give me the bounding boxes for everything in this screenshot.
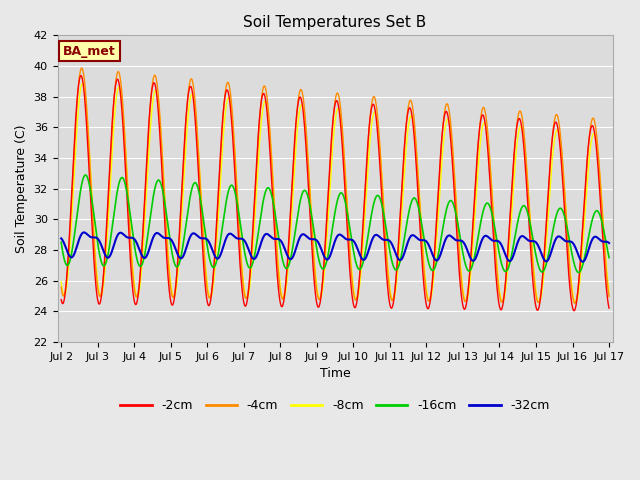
-2cm bbox=[273, 262, 280, 268]
-4cm bbox=[509, 161, 517, 167]
-4cm bbox=[420, 259, 428, 265]
-2cm bbox=[77, 72, 85, 78]
-2cm bbox=[179, 171, 186, 177]
-32cm bbox=[273, 236, 280, 242]
Line: -16cm: -16cm bbox=[61, 175, 609, 273]
-8cm bbox=[605, 289, 613, 295]
-4cm bbox=[286, 225, 294, 230]
-2cm bbox=[509, 158, 517, 164]
Line: -8cm: -8cm bbox=[61, 84, 609, 303]
-4cm bbox=[605, 294, 613, 300]
-16cm bbox=[557, 205, 564, 211]
-2cm bbox=[570, 308, 578, 313]
-2cm bbox=[58, 297, 65, 302]
-8cm bbox=[557, 142, 564, 148]
-8cm bbox=[420, 252, 428, 258]
Line: -2cm: -2cm bbox=[61, 75, 609, 311]
-4cm bbox=[58, 284, 65, 290]
-16cm bbox=[58, 240, 65, 245]
-32cm bbox=[557, 234, 564, 240]
-8cm bbox=[273, 235, 280, 241]
-8cm bbox=[509, 183, 517, 189]
-2cm bbox=[286, 219, 294, 225]
-16cm bbox=[420, 232, 428, 238]
-32cm bbox=[509, 252, 517, 258]
-32cm bbox=[80, 229, 88, 235]
-32cm bbox=[58, 236, 65, 241]
Title: Soil Temperatures Set B: Soil Temperatures Set B bbox=[243, 15, 427, 30]
-16cm bbox=[605, 255, 613, 261]
-4cm bbox=[273, 243, 280, 249]
-32cm bbox=[179, 254, 186, 260]
Text: BA_met: BA_met bbox=[63, 45, 116, 58]
Line: -4cm: -4cm bbox=[61, 68, 609, 303]
-8cm bbox=[58, 279, 65, 285]
-8cm bbox=[286, 242, 294, 248]
-2cm bbox=[420, 276, 428, 282]
X-axis label: Time: Time bbox=[320, 367, 351, 380]
-32cm bbox=[579, 259, 587, 264]
-2cm bbox=[557, 152, 564, 157]
-32cm bbox=[420, 237, 428, 243]
-16cm bbox=[82, 172, 90, 178]
-8cm bbox=[79, 81, 86, 86]
-32cm bbox=[286, 256, 294, 262]
-8cm bbox=[572, 300, 579, 306]
-16cm bbox=[575, 270, 582, 276]
-4cm bbox=[571, 300, 579, 306]
Line: -32cm: -32cm bbox=[61, 232, 609, 262]
-4cm bbox=[557, 135, 564, 141]
-4cm bbox=[179, 178, 186, 183]
-8cm bbox=[179, 199, 186, 205]
Legend: -2cm, -4cm, -8cm, -16cm, -32cm: -2cm, -4cm, -8cm, -16cm, -32cm bbox=[115, 394, 555, 417]
-16cm bbox=[273, 220, 280, 226]
Y-axis label: Soil Temperature (C): Soil Temperature (C) bbox=[15, 124, 28, 253]
-4cm bbox=[78, 65, 86, 71]
-16cm bbox=[509, 242, 517, 248]
-16cm bbox=[179, 245, 186, 251]
-32cm bbox=[605, 240, 613, 246]
-16cm bbox=[286, 259, 294, 264]
-2cm bbox=[605, 305, 613, 311]
